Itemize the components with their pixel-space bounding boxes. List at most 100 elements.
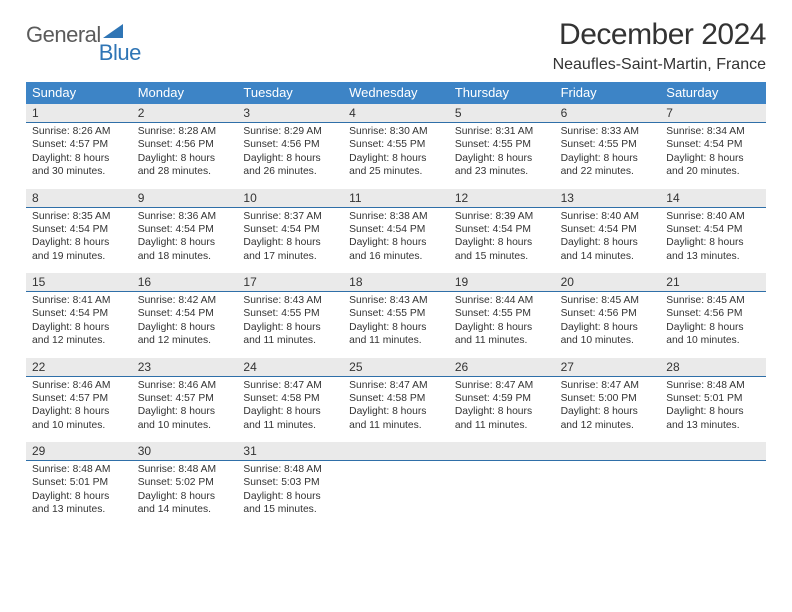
day-ss: Sunset: 4:57 PM bbox=[138, 392, 232, 405]
day-d1: Daylight: 8 hours bbox=[349, 152, 443, 165]
day-d2: and 11 minutes. bbox=[455, 334, 549, 347]
day-detail: Sunrise: 8:44 AMSunset: 4:55 PMDaylight:… bbox=[449, 292, 555, 358]
day-d2: and 17 minutes. bbox=[243, 250, 337, 263]
day-d1: Daylight: 8 hours bbox=[32, 321, 126, 334]
day-number: 23 bbox=[132, 358, 238, 377]
day-ss: Sunset: 5:01 PM bbox=[666, 392, 760, 405]
day-number: 27 bbox=[555, 358, 661, 377]
day-ss: Sunset: 4:58 PM bbox=[243, 392, 337, 405]
day-ss: Sunset: 5:03 PM bbox=[243, 476, 337, 489]
day-ss: Sunset: 4:57 PM bbox=[32, 138, 126, 151]
day-d2: and 19 minutes. bbox=[32, 250, 126, 263]
daynum-row: 891011121314 bbox=[26, 189, 766, 208]
day-sr: Sunrise: 8:47 AM bbox=[243, 379, 337, 392]
day-detail: Sunrise: 8:48 AMSunset: 5:03 PMDaylight:… bbox=[237, 461, 343, 527]
day-ss: Sunset: 4:54 PM bbox=[561, 223, 655, 236]
day-ss: Sunset: 5:00 PM bbox=[561, 392, 655, 405]
location-subtitle: Neaufles-Saint-Martin, France bbox=[553, 56, 766, 74]
page-header: General Blue December 2024 Neaufles-Sain… bbox=[26, 18, 766, 74]
day-number: 18 bbox=[343, 273, 449, 292]
day-d1: Daylight: 8 hours bbox=[666, 321, 760, 334]
day-detail: Sunrise: 8:40 AMSunset: 4:54 PMDaylight:… bbox=[660, 208, 766, 274]
day-d1: Daylight: 8 hours bbox=[349, 321, 443, 334]
day-number: 22 bbox=[26, 358, 132, 377]
day-number: 12 bbox=[449, 189, 555, 208]
day-number: 29 bbox=[26, 442, 132, 461]
day-d1: Daylight: 8 hours bbox=[243, 321, 337, 334]
day-ss: Sunset: 4:54 PM bbox=[138, 307, 232, 320]
brand-part1: General bbox=[26, 24, 101, 46]
day-detail: Sunrise: 8:47 AMSunset: 4:59 PMDaylight:… bbox=[449, 377, 555, 443]
day-d2: and 11 minutes. bbox=[349, 334, 443, 347]
day-detail: Sunrise: 8:36 AMSunset: 4:54 PMDaylight:… bbox=[132, 208, 238, 274]
day-ss: Sunset: 4:55 PM bbox=[455, 307, 549, 320]
day-d1: Daylight: 8 hours bbox=[138, 152, 232, 165]
day-d1: Daylight: 8 hours bbox=[561, 152, 655, 165]
dow-sunday: Sunday bbox=[26, 82, 132, 104]
day-number bbox=[660, 442, 766, 461]
day-of-week-header: Sunday Monday Tuesday Wednesday Thursday… bbox=[26, 82, 766, 104]
day-detail: Sunrise: 8:30 AMSunset: 4:55 PMDaylight:… bbox=[343, 123, 449, 189]
day-d2: and 18 minutes. bbox=[138, 250, 232, 263]
day-sr: Sunrise: 8:47 AM bbox=[455, 379, 549, 392]
day-number: 7 bbox=[660, 104, 766, 123]
day-number: 28 bbox=[660, 358, 766, 377]
day-d2: and 28 minutes. bbox=[138, 165, 232, 178]
page-title: December 2024 bbox=[553, 18, 766, 52]
day-d2: and 11 minutes. bbox=[243, 334, 337, 347]
brand-part2: Blue bbox=[99, 42, 141, 64]
day-detail: Sunrise: 8:45 AMSunset: 4:56 PMDaylight:… bbox=[555, 292, 661, 358]
day-ss: Sunset: 4:54 PM bbox=[138, 223, 232, 236]
day-detail: Sunrise: 8:47 AMSunset: 4:58 PMDaylight:… bbox=[237, 377, 343, 443]
daynum-row: 293031 bbox=[26, 442, 766, 461]
day-number: 30 bbox=[132, 442, 238, 461]
day-detail: Sunrise: 8:28 AMSunset: 4:56 PMDaylight:… bbox=[132, 123, 238, 189]
day-number: 25 bbox=[343, 358, 449, 377]
day-d1: Daylight: 8 hours bbox=[32, 405, 126, 418]
day-number: 11 bbox=[343, 189, 449, 208]
dow-friday: Friday bbox=[555, 82, 661, 104]
day-d2: and 23 minutes. bbox=[455, 165, 549, 178]
day-ss: Sunset: 4:59 PM bbox=[455, 392, 549, 405]
day-d1: Daylight: 8 hours bbox=[455, 236, 549, 249]
day-d1: Daylight: 8 hours bbox=[455, 405, 549, 418]
day-detail: Sunrise: 8:41 AMSunset: 4:54 PMDaylight:… bbox=[26, 292, 132, 358]
day-sr: Sunrise: 8:26 AM bbox=[32, 125, 126, 138]
day-ss: Sunset: 4:54 PM bbox=[349, 223, 443, 236]
day-sr: Sunrise: 8:42 AM bbox=[138, 294, 232, 307]
day-ss: Sunset: 4:55 PM bbox=[243, 307, 337, 320]
day-number: 20 bbox=[555, 273, 661, 292]
detail-row: Sunrise: 8:48 AMSunset: 5:01 PMDaylight:… bbox=[26, 461, 766, 527]
day-d1: Daylight: 8 hours bbox=[561, 321, 655, 334]
day-detail bbox=[660, 461, 766, 527]
day-d2: and 11 minutes. bbox=[455, 419, 549, 432]
day-ss: Sunset: 4:54 PM bbox=[32, 223, 126, 236]
day-d1: Daylight: 8 hours bbox=[455, 321, 549, 334]
day-d1: Daylight: 8 hours bbox=[349, 405, 443, 418]
day-d1: Daylight: 8 hours bbox=[138, 405, 232, 418]
day-d1: Daylight: 8 hours bbox=[666, 236, 760, 249]
day-d1: Daylight: 8 hours bbox=[32, 236, 126, 249]
day-detail: Sunrise: 8:38 AMSunset: 4:54 PMDaylight:… bbox=[343, 208, 449, 274]
day-d2: and 12 minutes. bbox=[138, 334, 232, 347]
day-number: 8 bbox=[26, 189, 132, 208]
day-number: 10 bbox=[237, 189, 343, 208]
day-number: 24 bbox=[237, 358, 343, 377]
day-number bbox=[555, 442, 661, 461]
day-d2: and 30 minutes. bbox=[32, 165, 126, 178]
day-sr: Sunrise: 8:46 AM bbox=[138, 379, 232, 392]
day-sr: Sunrise: 8:28 AM bbox=[138, 125, 232, 138]
day-detail: Sunrise: 8:33 AMSunset: 4:55 PMDaylight:… bbox=[555, 123, 661, 189]
daynum-row: 15161718192021 bbox=[26, 273, 766, 292]
detail-row: Sunrise: 8:41 AMSunset: 4:54 PMDaylight:… bbox=[26, 292, 766, 358]
day-sr: Sunrise: 8:31 AM bbox=[455, 125, 549, 138]
day-sr: Sunrise: 8:39 AM bbox=[455, 210, 549, 223]
day-sr: Sunrise: 8:37 AM bbox=[243, 210, 337, 223]
day-ss: Sunset: 4:56 PM bbox=[138, 138, 232, 151]
day-d1: Daylight: 8 hours bbox=[243, 490, 337, 503]
day-detail: Sunrise: 8:47 AMSunset: 5:00 PMDaylight:… bbox=[555, 377, 661, 443]
day-d2: and 11 minutes. bbox=[243, 419, 337, 432]
day-ss: Sunset: 4:54 PM bbox=[243, 223, 337, 236]
day-ss: Sunset: 4:55 PM bbox=[561, 138, 655, 151]
brand-logo: General Blue bbox=[26, 18, 165, 46]
